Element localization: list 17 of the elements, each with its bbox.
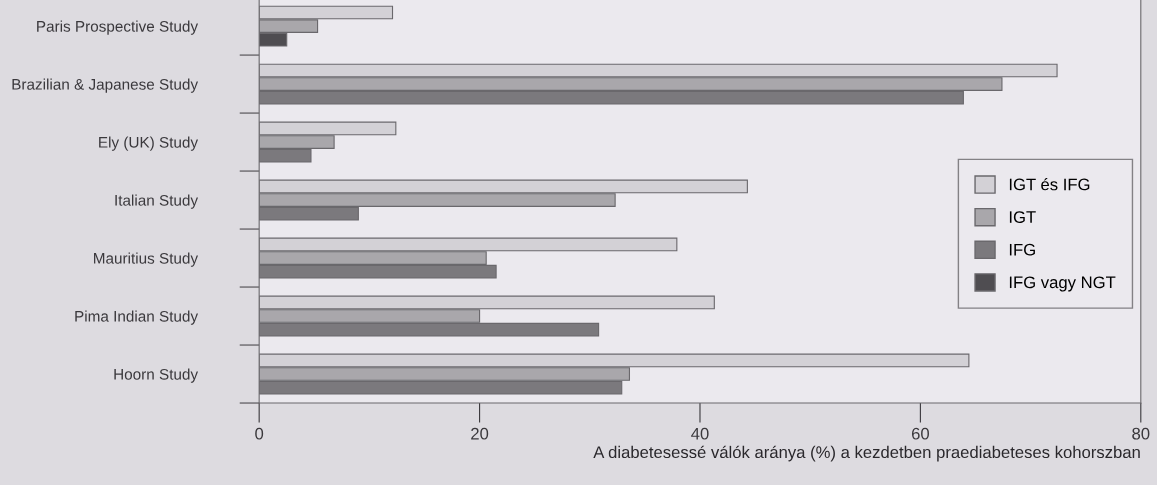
y-tick-label: Italian Study [115, 194, 199, 209]
legend-label: IGT és IFG [1009, 177, 1090, 191]
y-tick-label: Pima Indian Study [75, 310, 199, 325]
legend-label: IFG [1009, 243, 1035, 256]
x-tick-label: 60 [911, 427, 930, 440]
y-tick-label: Mauritius Study [94, 252, 199, 267]
x-axis-title: A diabetesessé válók aránya (%) a kezdetben praediabeteses kohorszban [593, 445, 1140, 462]
x-tick-label: 40 [691, 427, 709, 440]
y-tick-label: Brazilian & Japanese Study [12, 78, 199, 93]
x-tick-label: 80 [1132, 427, 1150, 440]
x-tick-label: 0 [255, 427, 264, 440]
legend-label: IFG vagy NGT [1009, 276, 1116, 292]
legend-label: IGT [1009, 211, 1036, 223]
y-tick-label: Hoorn Study [114, 368, 199, 383]
y-tick-label: Ely (UK) Study [99, 136, 199, 151]
y-tick-label: Paris Prospective Study [37, 20, 199, 35]
x-tick-label: 20 [471, 427, 489, 440]
